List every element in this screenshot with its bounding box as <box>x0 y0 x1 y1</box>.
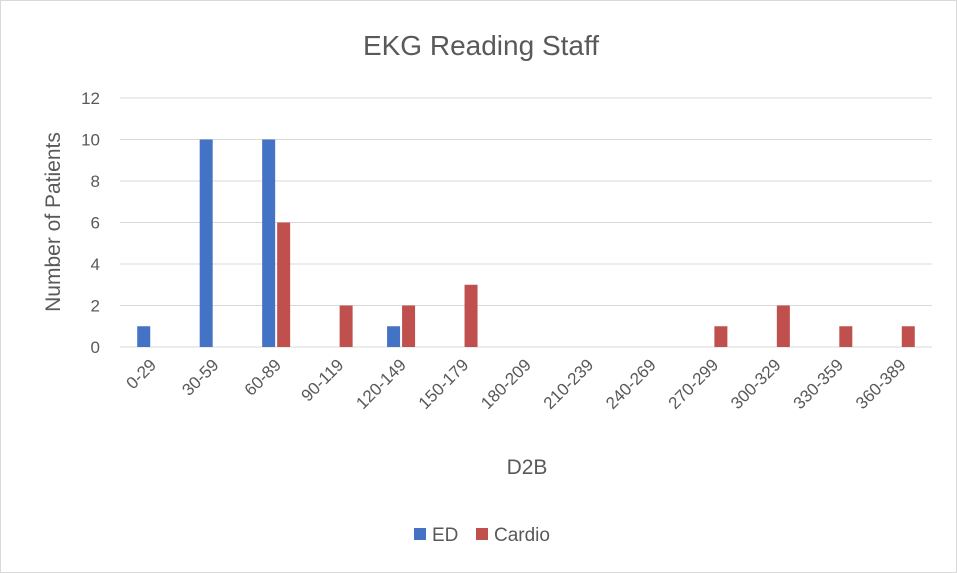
bar-cardio-120-149 <box>402 305 416 347</box>
legend-swatch-ed <box>414 528 426 540</box>
x-tick-label: 60-89 <box>241 355 285 399</box>
bar-ed-120-149 <box>387 326 401 347</box>
bar-cardio-60-89 <box>277 222 291 347</box>
x-tick-label: 90-119 <box>297 355 347 405</box>
x-tick-label: 300-329 <box>727 355 785 413</box>
bar-cardio-270-299 <box>714 326 728 347</box>
gridlines <box>120 97 932 348</box>
x-axis-ticks: 0-29 30-59 60-89 90-119 120-149 150-179 180-20… <box>123 355 910 413</box>
bars <box>137 139 915 347</box>
bar-ed-60-89 <box>262 139 276 347</box>
bar-cardio-360-389 <box>901 326 915 347</box>
x-tick-label: 240-269 <box>602 355 660 413</box>
x-tick-label: 270-299 <box>665 355 723 413</box>
x-tick-label: 360-389 <box>852 355 910 413</box>
x-axis-title: D2B <box>507 456 548 479</box>
legend-label-cardio: Cardio <box>494 525 550 546</box>
bar-cardio-90-119 <box>339 305 353 347</box>
x-tick-label: 120-149 <box>352 355 410 413</box>
x-tick-label: 330-359 <box>790 355 848 413</box>
y-tick-label: 4 <box>91 255 100 274</box>
y-tick-label: 2 <box>91 297 100 316</box>
x-tick-label: 30-59 <box>178 355 222 399</box>
y-tick-label: 0 <box>91 338 100 357</box>
y-axis-title: Number of Patients <box>42 132 65 312</box>
bar-ed-0-29 <box>137 326 151 347</box>
y-tick-label: 6 <box>91 214 100 233</box>
x-tick-label: 210-239 <box>540 355 598 413</box>
legend: ED Cardio <box>414 525 550 546</box>
x-tick-label: 180-209 <box>477 355 535 413</box>
x-tick-label: 0-29 <box>123 355 160 392</box>
chart-title: EKG Reading Staff <box>363 30 599 61</box>
y-axis-ticks: 0 2 4 6 8 10 12 <box>81 89 100 357</box>
legend-swatch-cardio <box>476 528 488 540</box>
bar-cardio-300-329 <box>776 305 790 347</box>
bar-cardio-150-179 <box>464 284 478 347</box>
bar-cardio-330-359 <box>839 326 853 347</box>
x-tick-label: 150-179 <box>415 355 473 413</box>
y-tick-label: 12 <box>81 89 100 108</box>
y-tick-label: 10 <box>81 131 100 150</box>
legend-label-ed: ED <box>432 525 458 546</box>
bar-ed-30-59 <box>199 139 213 347</box>
y-tick-label: 8 <box>91 172 100 191</box>
